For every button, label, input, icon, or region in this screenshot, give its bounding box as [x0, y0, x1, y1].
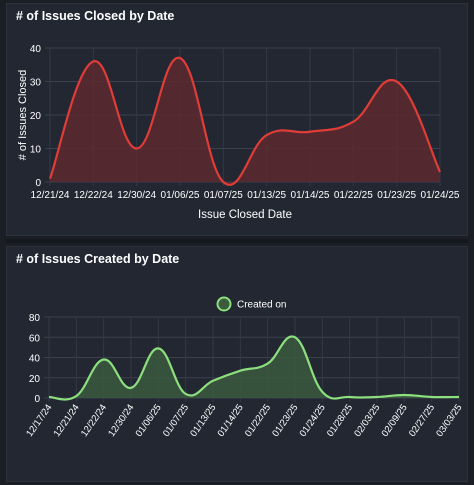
panel-divider	[6, 239, 468, 243]
y-tick-label: 10	[30, 145, 42, 156]
y-tick-label: 20	[30, 111, 42, 122]
x-tick-label: 01/14/25	[216, 402, 246, 439]
x-tick-label: 01/22/25	[334, 190, 373, 201]
y-tick-label: 60	[29, 333, 41, 344]
series-area	[49, 336, 459, 400]
x-tick-label: 12/21/24	[52, 402, 82, 439]
series-line	[48, 335, 460, 401]
x-tick-label: 01/13/25	[247, 190, 286, 201]
series-line	[48, 56, 441, 186]
legend-swatch[interactable]	[216, 296, 232, 312]
x-tick-label: 02/09/25	[380, 402, 410, 439]
issues-closed-title: # of Issues Closed by Date	[16, 9, 175, 23]
y-tick-label: 40	[29, 354, 41, 365]
x-tick-label: 12/30/24	[106, 402, 136, 439]
y-tick-label: 20	[29, 374, 41, 385]
y-tick-label: 0	[34, 394, 40, 405]
issues-closed-panel: # of Issues Closed by Date 0 10 20 30 40 12/2…	[6, 3, 468, 236]
x-tick-label: 01/28/25	[325, 402, 355, 439]
x-tick-label: 01/14/25	[291, 190, 330, 201]
x-tick-label: 01/23/25	[270, 402, 300, 439]
issues-created-panel: # of Issues Created by Date 0 20 40 60 80 12/…	[6, 246, 468, 482]
x-tick-label: 01/06/25	[134, 402, 164, 439]
x-tick-label: 01/23/25	[377, 190, 416, 201]
x-tick-label: 12/30/24	[117, 190, 156, 201]
legend-label[interactable]: Created on	[237, 300, 286, 311]
x-axis-label: Issue Closed Date	[198, 209, 292, 221]
y-tick-label: 40	[30, 44, 42, 55]
y-tick-label: 80	[29, 313, 41, 324]
x-tick-label: 02/03/25	[352, 402, 382, 439]
issues-closed-chart: 0 10 20 30 40 12/21/24 12/22/24 12/30/24 01/06/2…	[17, 44, 460, 221]
x-tick-label: 01/22/25	[243, 402, 273, 439]
issues-created-chart: 0 20 40 60 80 12/17/2412/21/2412/22/2412/30/2…	[24, 296, 464, 439]
x-tick-label: 01/13/25	[188, 402, 218, 439]
x-tick-label: 12/21/24	[31, 190, 70, 201]
x-tick-label: 12/22/24	[79, 402, 109, 439]
x-tick-label: 01/24/25	[421, 190, 460, 201]
x-tick-label: 03/03/25	[434, 402, 464, 439]
x-tick-label: 01/07/25	[204, 190, 243, 201]
x-tick-label: 12/17/24	[24, 402, 54, 439]
x-tick-label: 01/07/25	[161, 402, 191, 439]
y-tick-label: 0	[35, 178, 41, 189]
x-tick-label: 01/24/25	[298, 402, 328, 439]
y-axis-label: # of Issues Closed	[17, 70, 29, 161]
y-tick-label: 30	[30, 78, 42, 89]
issues-created-title: # of Issues Created by Date	[16, 252, 180, 266]
x-tick-label: 01/06/25	[161, 190, 200, 201]
series-area	[50, 57, 440, 185]
x-tick-label: 02/27/25	[407, 402, 437, 439]
x-tick-label: 12/22/24	[74, 190, 113, 201]
